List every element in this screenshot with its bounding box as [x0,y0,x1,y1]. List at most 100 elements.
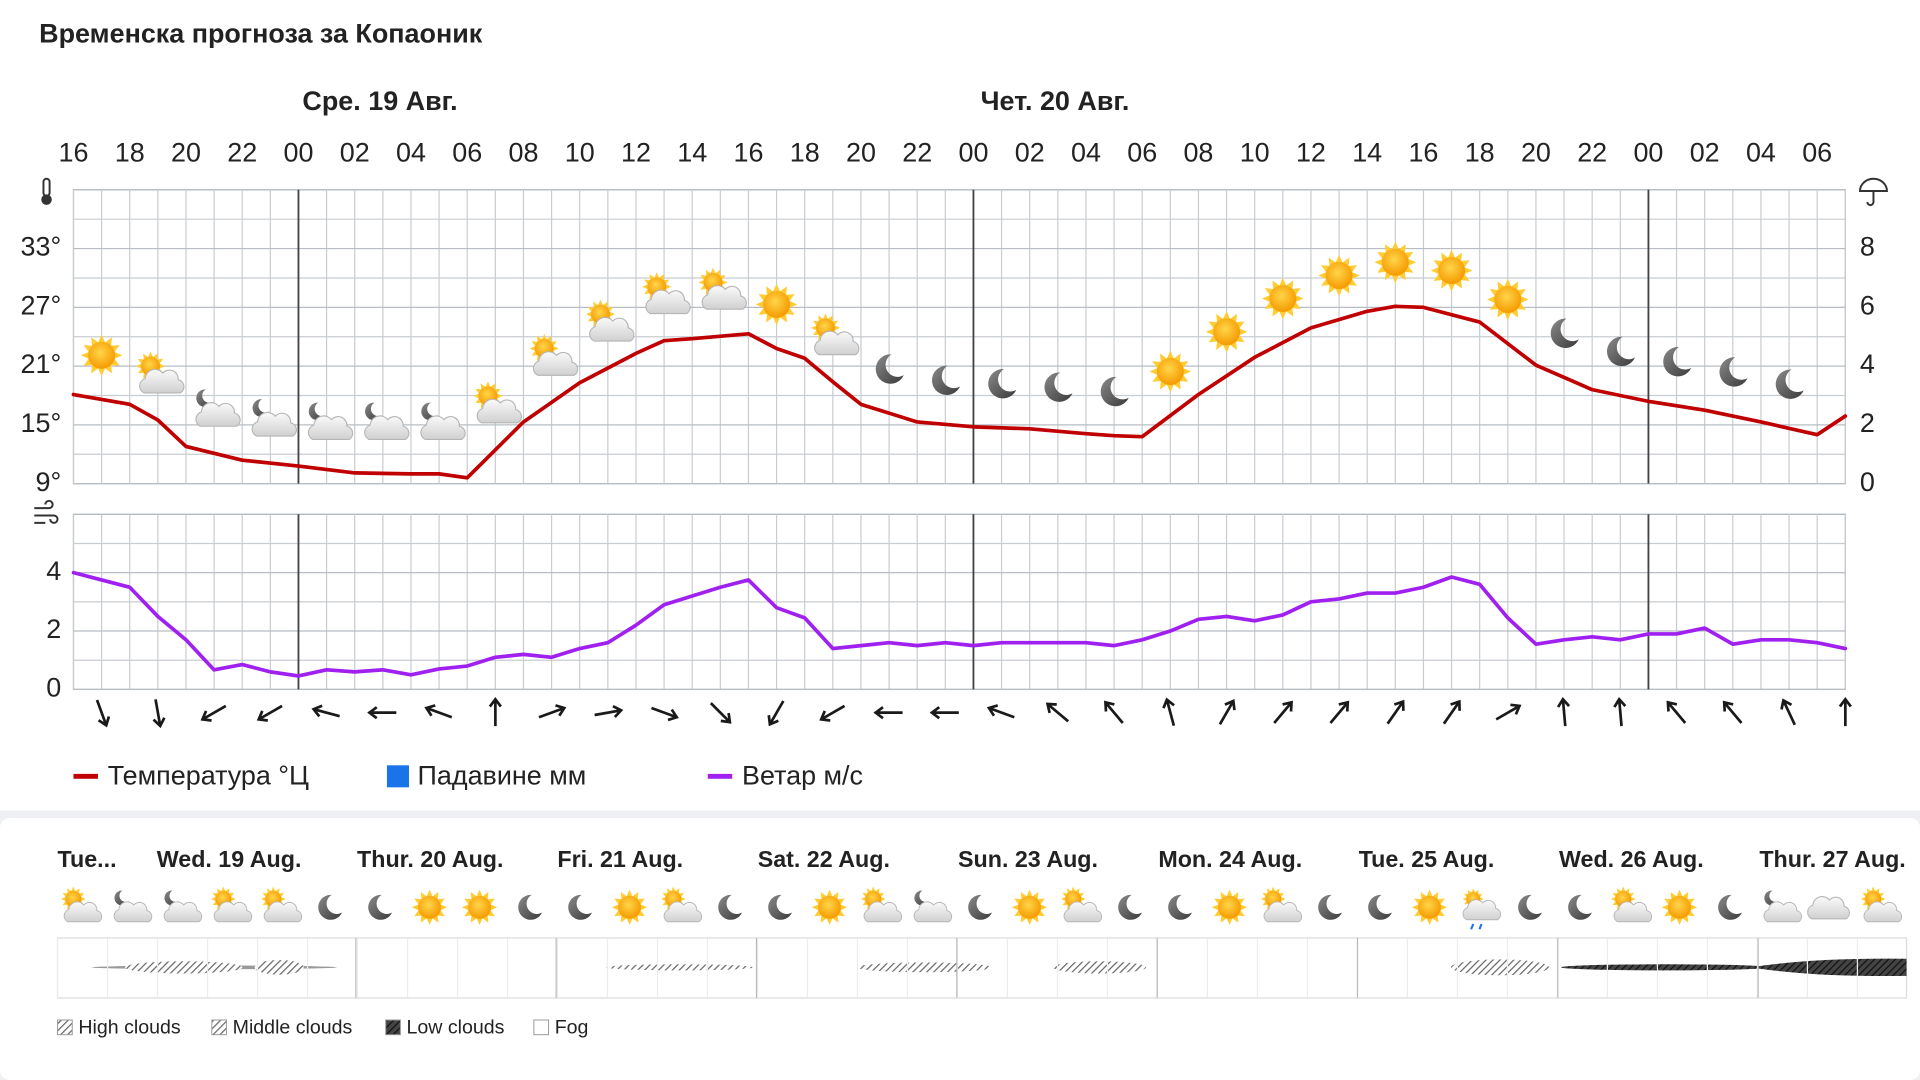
x-tick-label: 02 [1015,137,1045,167]
x-tick-label: 22 [902,137,932,167]
wind-arrow [929,706,959,720]
wind-arrow [95,699,111,728]
wind-arrow [1218,699,1236,725]
legend-swatch [57,1019,73,1036]
wind-arrow [1613,696,1627,727]
daily-forecast: Tue... Wed. 19 Aug. Thur. 20 Aug. Fri. 21 A… [56,846,1908,1039]
day-header: Чет. 20 Авг. [981,86,1130,116]
day-label: Thur. 20 Aug. [357,846,503,872]
x-tick-label: 16 [1408,137,1438,167]
x-tick-label: 10 [565,137,595,167]
x-tick-label: 04 [396,137,426,167]
wind-arrow [424,704,453,719]
day-label: Mon. 24 Aug. [1158,846,1302,872]
day-label: Tue... [58,846,117,872]
wind-arrow [819,704,846,722]
wind-tick-label: 0 [46,672,61,702]
x-tick-label: 04 [1071,137,1101,167]
y-tick-label: 21° [21,349,62,379]
x-tick-label: 18 [1465,137,1495,167]
wind-arrow [1780,698,1797,726]
x-tick-label: 06 [1802,137,1832,167]
wind-arrow [488,696,502,727]
x-tick-label: 20 [846,137,876,167]
day-label: Sun. 23 Aug. [958,846,1098,872]
x-tick-label: 08 [508,137,538,167]
legend: Температура °Ц Падавине мм Ветар м/с [73,761,863,791]
wind-line [71,570,1848,678]
wind-arrow [1162,697,1176,727]
wind-arrow [256,704,283,722]
x-tick-label: 00 [283,137,313,167]
x-tick-label: 14 [677,137,707,167]
x-tick-label: 12 [1296,137,1326,167]
legend-swatch [73,773,98,779]
wind-arrow [1386,699,1405,725]
wind-arrow [1666,700,1687,724]
thermometer-icon [41,177,52,205]
wind-arrow [1442,699,1461,725]
x-tick-label: 02 [1690,137,1720,167]
x-tick-label: 22 [1577,137,1607,167]
wind-arrow [1104,700,1124,724]
y-tick-label: 27° [21,290,62,320]
x-tick-label: 02 [340,137,370,167]
x-tick-label: 20 [1521,137,1551,167]
day-label: Wed. 19 Aug. [157,846,302,872]
x-tick-label: 22 [227,137,257,167]
x-tick-label: 06 [1127,137,1157,167]
legend-swatch [386,765,409,788]
wind-arrow [873,706,903,720]
x-tick-label: 00 [958,137,988,167]
wind-icon [34,499,59,524]
grid [72,189,1846,690]
day-label: Thur. 27 Aug. [1759,846,1905,872]
day-header: Сре. 19 Авг. [302,86,457,116]
x-tick-label: 16 [733,137,763,167]
wind-arrow [538,704,567,719]
wind-arrow [1273,700,1293,724]
legend-label: Ветар м/с [742,761,863,791]
day-label: Tue. 25 Aug. [1359,846,1495,872]
cloud-bands [91,958,1907,977]
day-label: Fri. 21 Aug. [557,846,683,872]
legend-label: Температура °Ц [108,761,309,791]
legend-swatch [211,1019,228,1036]
y-tick-label: 33° [21,232,62,262]
title: Временска прогноза за Копаоник [39,19,483,49]
x-tick-label: 10 [1240,137,1270,167]
y2-tick-label: 0 [1860,467,1875,497]
wind-arrow [152,699,166,729]
x-tick-label: 12 [621,137,651,167]
x-tick-label: 14 [1352,137,1382,167]
legend-label: Падавине мм [418,761,587,791]
wind-arrow [986,704,1015,719]
x-tick-label: 08 [1183,137,1213,167]
day-label: Sat. 22 Aug. [758,846,890,872]
cloud-legend-label: Low clouds [407,1017,505,1039]
wind-arrow [1495,703,1522,721]
wind-arrow [200,704,227,722]
y2-tick-label: 2 [1860,408,1875,438]
wind-tick-label: 2 [46,614,61,644]
wind-tick-label: 4 [46,556,61,586]
y2-tick-label: 4 [1860,349,1875,379]
legend-swatch [385,1019,401,1036]
wind-arrow [594,704,624,718]
wind-arrow [1329,700,1350,724]
y-tick-label: 15° [21,408,62,438]
x-tick-label: 18 [790,137,820,167]
wind-arrow [1722,700,1743,724]
y2-tick-label: 6 [1860,290,1875,320]
wind-arrow [651,706,679,722]
umbrella-icon [1859,177,1888,207]
x-tick-label: 18 [115,137,145,167]
temperature-line [71,304,1848,480]
cloud-legend-label: High clouds [78,1017,181,1039]
day-label: Wed. 26 Aug. [1559,846,1704,872]
wind-arrow [709,702,732,724]
x-tick-label: 06 [452,137,482,167]
